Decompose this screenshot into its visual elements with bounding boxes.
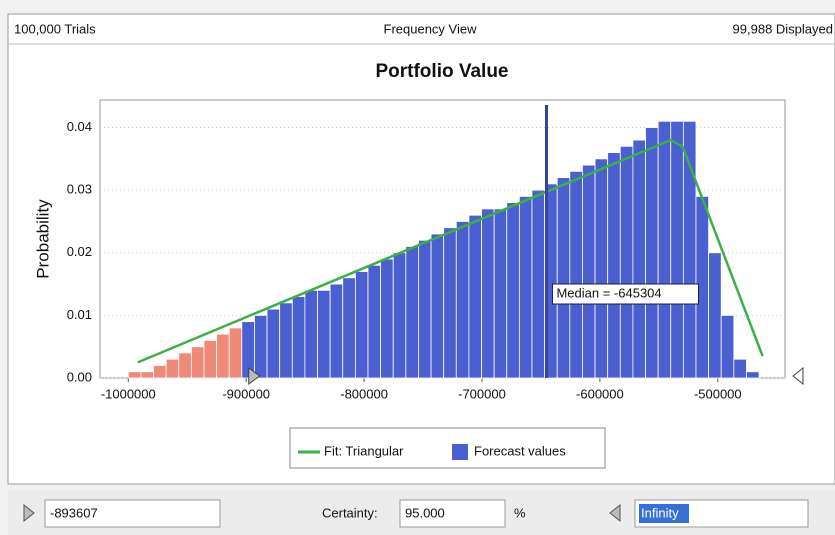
bar — [645, 127, 659, 379]
legend — [289, 427, 606, 469]
bar — [329, 283, 344, 379]
bar — [165, 358, 180, 379]
bar — [127, 371, 142, 379]
view: Frequency View — [384, 21, 478, 36]
legend-fit: Fit: Triangular — [324, 443, 404, 458]
x-tick-label: -800000 — [340, 386, 388, 401]
bar — [216, 333, 230, 379]
lower-value: -893607 — [50, 505, 98, 520]
y-axis-label: Probability — [33, 199, 52, 279]
lower-marker — [248, 367, 261, 385]
upper-handle[interactable] — [609, 503, 621, 523]
fit-line — [137, 138, 764, 364]
y-tick-label: 0.00 — [67, 369, 92, 384]
y-tick-label: 0.02 — [67, 244, 92, 259]
bar — [304, 289, 318, 379]
x-tick-label: -1000000 — [101, 386, 156, 401]
upper-marker — [792, 366, 804, 386]
y-tick-label: 0.01 — [67, 307, 92, 322]
median-label: Median = -645304 — [556, 285, 661, 300]
bar — [607, 152, 621, 379]
bar — [405, 246, 419, 379]
bar — [418, 239, 432, 379]
bar — [228, 327, 243, 379]
bar — [518, 196, 533, 379]
bar — [670, 120, 684, 379]
bar — [531, 189, 546, 379]
legend-bar-swatch — [452, 444, 468, 460]
bar — [556, 177, 571, 379]
bar — [380, 258, 394, 379]
bar — [657, 120, 672, 379]
bar — [708, 252, 722, 379]
bar — [481, 208, 495, 379]
bar — [392, 252, 407, 379]
x-tick-label: -700000 — [458, 386, 506, 401]
bar — [178, 352, 192, 379]
trials: 100,000 Trials — [14, 21, 96, 36]
lower-handle[interactable] — [23, 503, 35, 523]
unit: % — [514, 505, 526, 520]
bar — [279, 302, 293, 379]
bar — [291, 296, 306, 379]
bar — [632, 139, 646, 379]
bar — [354, 271, 369, 379]
certainty-value: 95.000 — [405, 505, 445, 520]
bar — [720, 314, 735, 379]
bar — [203, 340, 218, 379]
y-tick-label: 0.04 — [67, 119, 92, 134]
bar — [443, 227, 457, 379]
bar — [317, 289, 331, 379]
bar — [367, 264, 382, 379]
legend-bar: Forecast values — [474, 443, 566, 458]
bar — [468, 214, 482, 379]
bar — [140, 371, 154, 379]
displayed: 99,988 Displayed — [733, 21, 833, 36]
certainty-label: Certainty: — [322, 505, 378, 520]
bar — [266, 308, 281, 379]
bar — [733, 358, 747, 379]
bar — [582, 164, 596, 379]
median-box — [551, 283, 699, 305]
bar — [493, 208, 508, 379]
bar — [594, 158, 609, 379]
x-tick-label: -500000 — [694, 386, 742, 401]
bar — [241, 321, 255, 379]
lower-input[interactable] — [44, 499, 221, 528]
bar — [190, 346, 205, 379]
bar — [506, 202, 520, 379]
bar — [746, 371, 760, 379]
bar — [342, 277, 356, 379]
bar — [430, 233, 445, 379]
upper-value: Infinity — [641, 505, 679, 520]
x-tick-label: -900000 — [222, 386, 270, 401]
bar — [254, 314, 268, 379]
y-tick-label: 0.03 — [67, 182, 92, 197]
bar — [619, 145, 634, 379]
bar — [569, 170, 583, 379]
certainty-input[interactable] — [399, 499, 506, 528]
bar — [153, 365, 167, 379]
bar — [455, 221, 470, 379]
x-tick-label: -600000 — [576, 386, 624, 401]
selection — [639, 504, 689, 523]
chart-title: Portfolio Value — [375, 61, 508, 82]
bar — [682, 120, 697, 379]
